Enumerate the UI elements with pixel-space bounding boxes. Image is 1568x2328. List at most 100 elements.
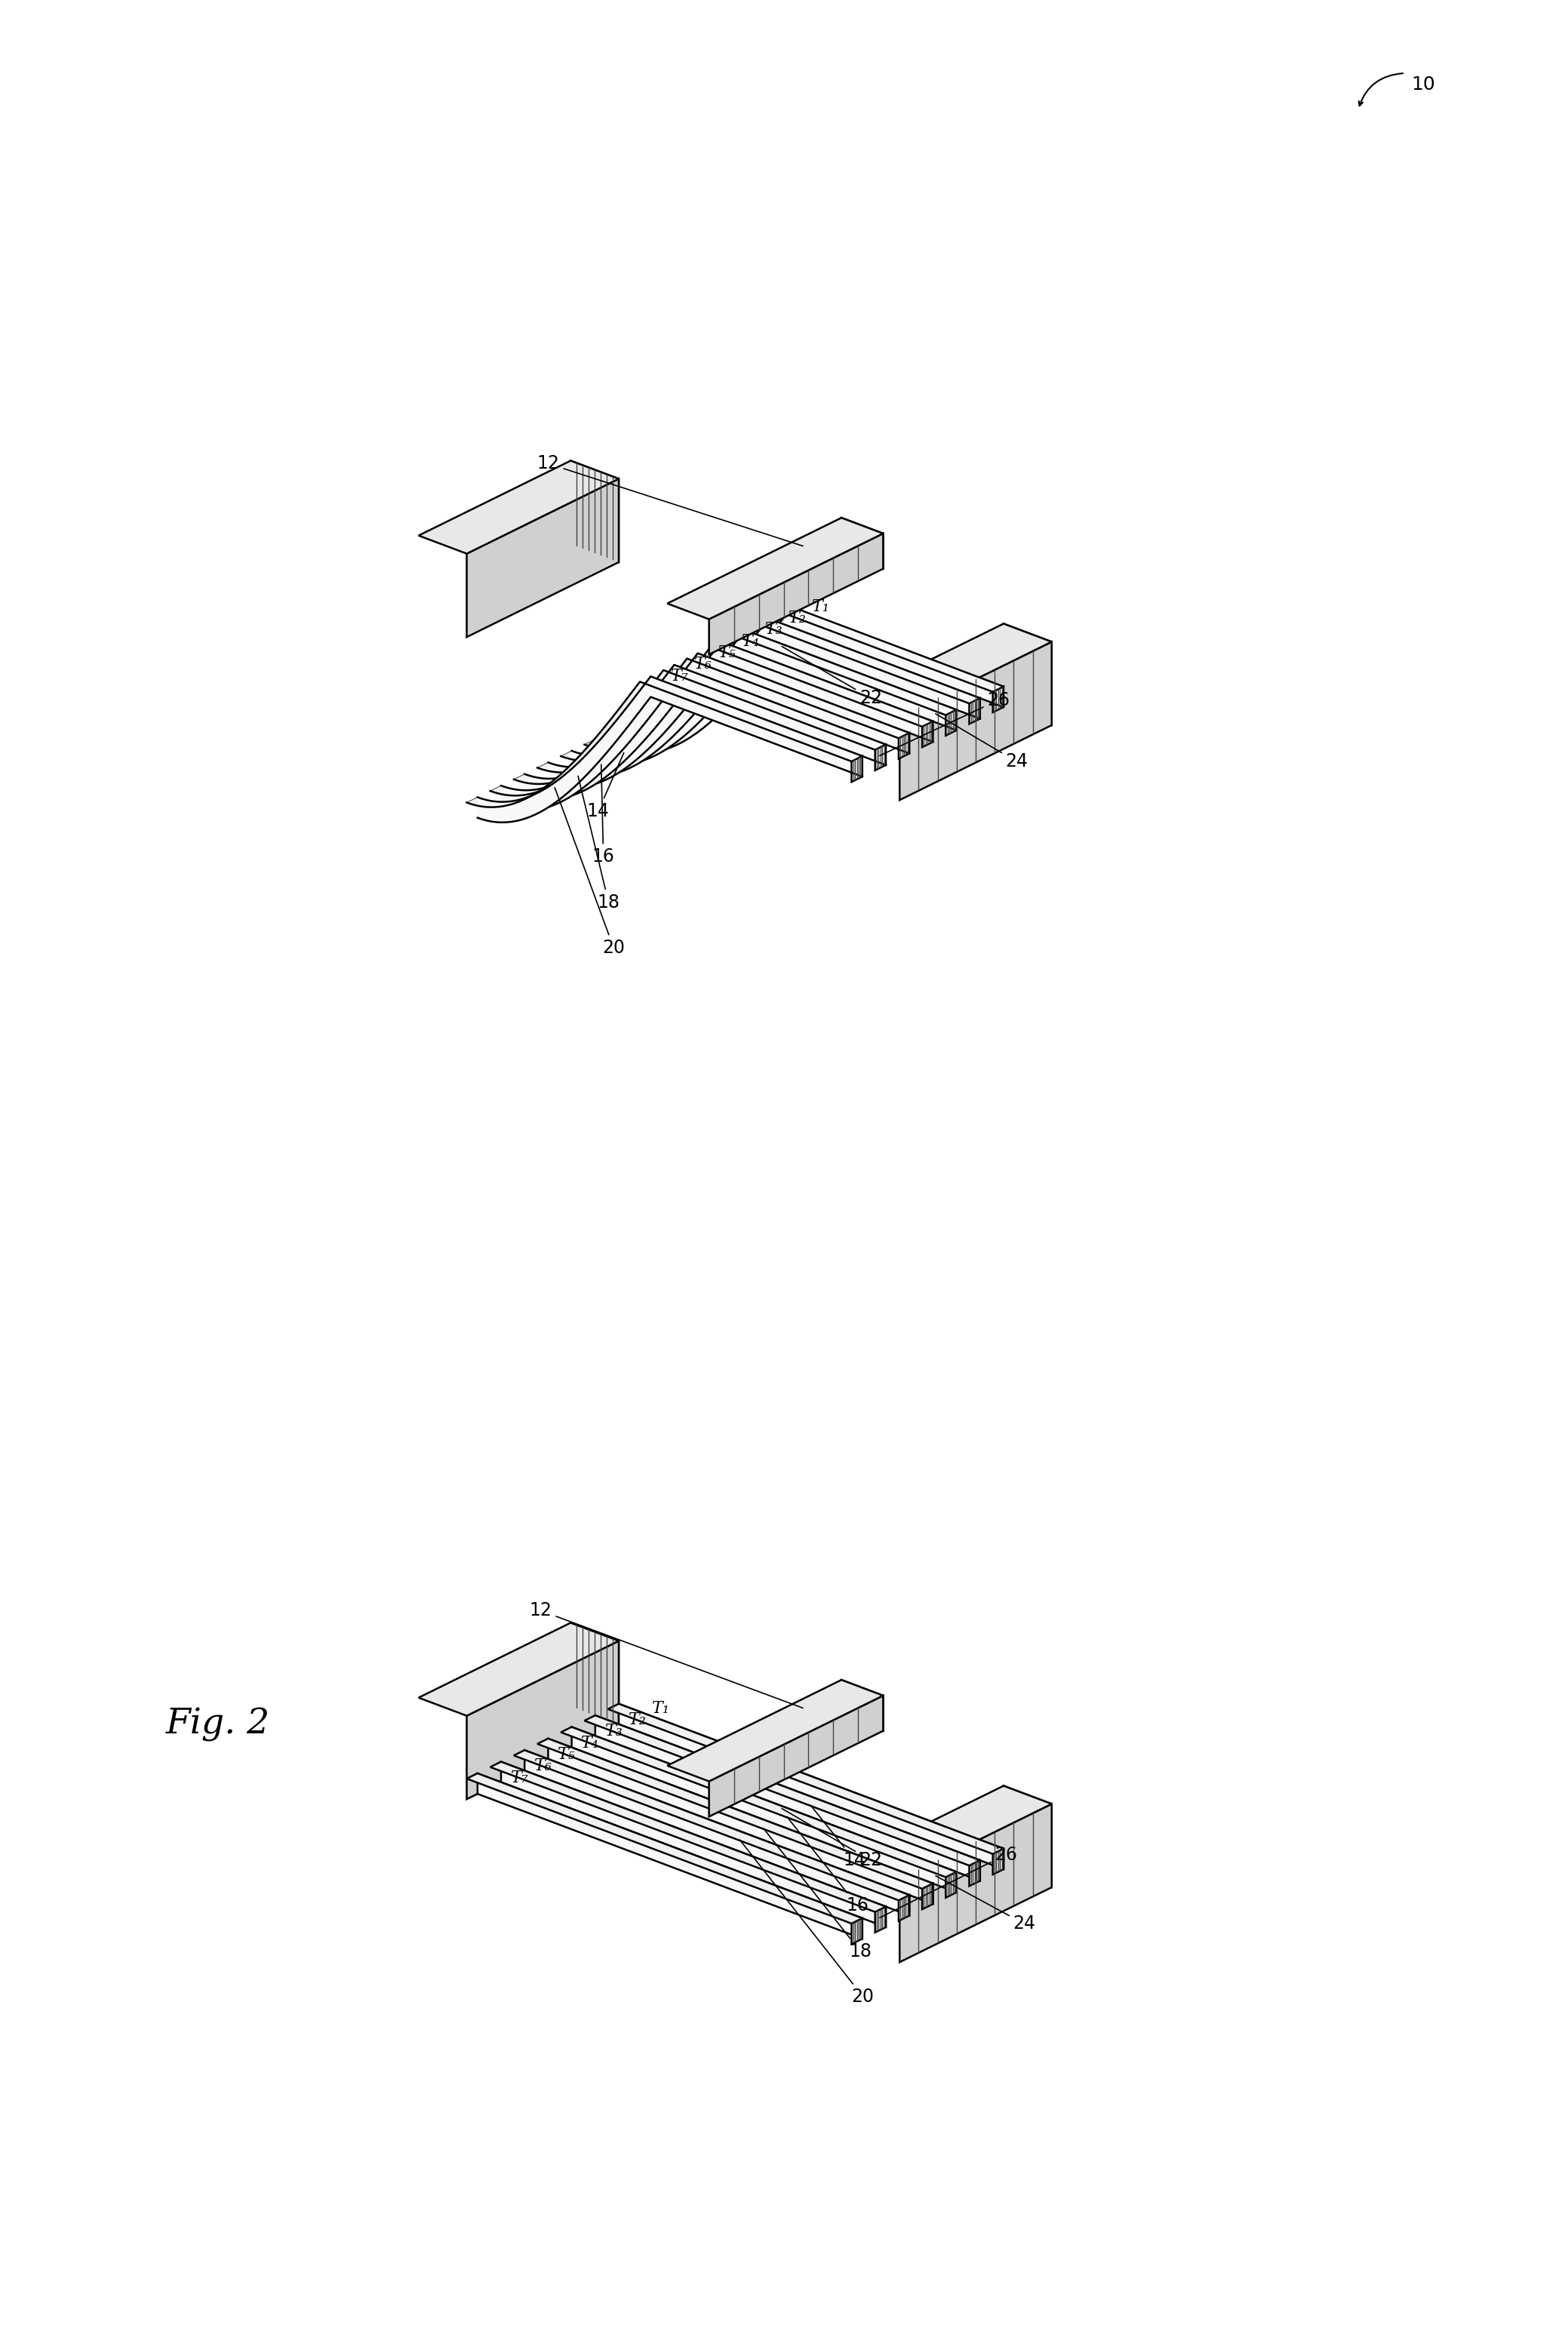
Polygon shape [538,1739,933,1888]
Polygon shape [514,654,909,785]
Polygon shape [946,1872,956,1897]
Polygon shape [900,1804,1052,1963]
Text: T₇: T₇ [511,1769,528,1786]
Text: T₄: T₄ [742,633,759,650]
Text: 24: 24 [936,715,1029,771]
Polygon shape [571,1623,619,1725]
Polygon shape [478,677,862,822]
Polygon shape [922,722,933,747]
Text: 10: 10 [1411,74,1435,93]
Text: 18: 18 [764,1827,872,1960]
Polygon shape [525,654,909,799]
Text: T₇: T₇ [671,668,688,684]
Polygon shape [571,1623,619,1725]
Polygon shape [585,619,980,750]
Polygon shape [419,461,619,554]
Polygon shape [572,631,956,775]
Polygon shape [900,1804,1052,1963]
Polygon shape [993,1848,1004,1874]
Polygon shape [969,698,980,724]
Polygon shape [561,1727,956,1876]
Polygon shape [619,608,1004,752]
Polygon shape [571,461,619,561]
Polygon shape [572,1727,956,1893]
Polygon shape [608,608,1004,738]
Polygon shape [619,1704,1004,1869]
Polygon shape [900,643,1052,801]
Polygon shape [922,722,933,747]
Polygon shape [709,533,883,654]
Text: Fig. 2: Fig. 2 [166,1706,270,1741]
Polygon shape [922,1883,933,1909]
Polygon shape [898,1895,909,1921]
Polygon shape [851,1786,1052,1879]
Polygon shape [900,643,1052,801]
Polygon shape [538,643,933,773]
Polygon shape [561,631,956,761]
Polygon shape [514,1751,909,1900]
Polygon shape [1004,1786,1052,1888]
Text: 16: 16 [593,764,615,866]
Text: 26: 26 [880,1846,1018,1918]
Polygon shape [993,1848,1004,1874]
Polygon shape [898,733,909,759]
Polygon shape [993,687,1004,712]
Polygon shape [525,1751,909,1916]
Polygon shape [993,687,1004,712]
Polygon shape [851,757,862,782]
Polygon shape [851,1918,862,1944]
Polygon shape [875,1907,886,1932]
Text: 12: 12 [530,1602,803,1709]
Text: T₃: T₃ [765,622,782,638]
Text: T₄: T₄ [582,1734,599,1751]
Text: T₆: T₆ [695,656,712,673]
Text: T₂: T₂ [789,610,806,626]
Polygon shape [946,710,956,736]
Polygon shape [875,1907,886,1932]
Polygon shape [851,757,862,782]
Polygon shape [608,1704,1004,1853]
Text: 24: 24 [936,1876,1036,1932]
Text: 12: 12 [538,454,803,547]
Polygon shape [467,1641,619,1800]
Polygon shape [585,1716,980,1865]
Polygon shape [946,1872,956,1897]
Text: T₁: T₁ [652,1699,670,1716]
Polygon shape [549,643,933,787]
Polygon shape [898,733,909,759]
Text: 18: 18 [579,775,619,910]
Text: 22: 22 [782,647,881,708]
Text: 14: 14 [586,752,624,819]
Polygon shape [842,517,883,568]
Polygon shape [467,1774,862,1923]
Polygon shape [668,1681,883,1781]
Polygon shape [851,1918,862,1944]
Text: 26: 26 [880,691,1010,757]
Polygon shape [969,1860,980,1886]
Polygon shape [709,1695,883,1816]
Text: 16: 16 [787,1816,869,1914]
Polygon shape [898,1895,909,1921]
Text: T₅: T₅ [558,1746,575,1762]
Polygon shape [946,710,956,736]
Polygon shape [467,480,619,638]
Polygon shape [467,677,862,808]
Polygon shape [596,619,980,764]
Polygon shape [709,533,883,654]
Polygon shape [922,1883,933,1909]
Polygon shape [1004,624,1052,726]
Text: T₃: T₃ [605,1723,622,1739]
Polygon shape [851,624,1052,717]
Polygon shape [491,666,886,796]
Polygon shape [502,666,886,810]
Text: 22: 22 [782,1809,881,1869]
Polygon shape [549,1739,933,1904]
Polygon shape [969,698,980,724]
Text: 14: 14 [811,1804,866,1869]
Polygon shape [875,745,886,771]
Text: T₆: T₆ [535,1758,552,1774]
Polygon shape [478,1774,862,1939]
Text: 20: 20 [555,787,626,957]
Text: T₁: T₁ [812,598,829,615]
Polygon shape [491,1762,886,1911]
